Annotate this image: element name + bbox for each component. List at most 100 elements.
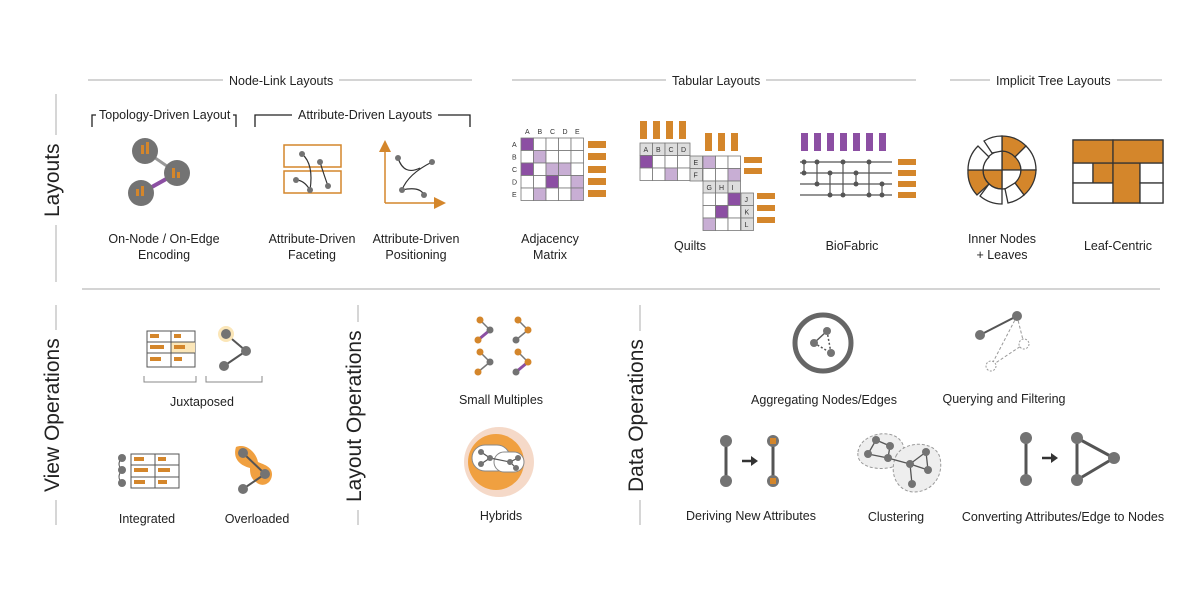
label-line: Encoding [137,248,191,262]
quilt-cell [639,167,653,181]
label-integrated: Integrated [118,512,176,526]
label-line: + Leaves [976,248,1028,262]
matrix-cell [545,150,559,164]
on-node-icon [128,138,190,206]
sm-node [476,348,484,356]
label-line: Adjacency [521,232,579,246]
header-implicit-tree-layouts: Implicit Tree Layouts [990,74,1117,88]
section-layout-operations: Layout Operations [343,322,367,510]
matrix-col-label: E [575,129,580,136]
matrix-cell [533,162,547,176]
hybrids-icon [464,427,534,497]
quilt-cell [727,192,741,206]
small-multiple-graph [474,316,494,344]
querying-icon [975,311,1030,372]
matrix-cell [520,187,534,201]
matrix-cell [533,187,547,201]
aggregating-icon [792,312,854,374]
quilt-letter: J [745,197,749,204]
quilt-cell [702,205,716,219]
quilt-letter: L [745,222,749,229]
juxtaposed-icon [143,326,263,383]
matrix-row-label: A [512,142,517,149]
matrix-cell [520,162,534,176]
label-attribute-positioning: Attribute-Driven Positioning [356,231,476,263]
matrix-row-label: D [512,180,517,187]
quilt-letter: K [745,210,750,217]
adjacency-matrix-icon [520,137,606,201]
integrated-icon [118,453,180,489]
header-topology-driven: Topology-Driven Layout [96,108,234,122]
matrix-cell [570,137,584,151]
quilt-cell [715,217,729,231]
converting-icon [1020,432,1120,486]
quilt-cell [652,167,666,181]
quilt-cell [677,155,691,169]
sm-node [524,358,532,366]
matrix-cell [570,162,584,176]
matrix-col-label: B [538,129,543,136]
quilt-header-cell [740,217,754,231]
quilt-cell [677,167,691,181]
matrix-cell [545,187,559,201]
matrix-cell [533,175,547,189]
quilt-cell [702,168,716,182]
matrix-row-label: C [512,167,517,174]
quilt-header-cell [689,168,703,182]
quilt-letter: C [669,147,674,154]
label-line: Attribute-Driven [268,232,356,246]
sm-node [512,336,520,344]
label-converting: Converting Attributes/Edge to Nodes [961,510,1165,524]
quilt-cell [702,217,716,231]
quilt-letter: D [681,147,686,154]
matrix-row-label: E [512,192,517,199]
deriving-icon [720,435,779,487]
sm-node [486,358,494,366]
quilt-letter: I [732,185,734,192]
sm-node [514,348,522,356]
quilt-cell [715,205,729,219]
matrix-col-label: A [525,129,530,136]
sm-node [476,316,484,324]
matrix-col-label: C [550,129,555,136]
label-clustering: Clustering [867,510,925,524]
label-line: Faceting [288,248,336,262]
biofabric-icon [800,133,916,198]
quilt-letter: G [707,185,712,192]
label-hybrids: Hybrids [479,509,523,523]
label-inner-nodes-leaves: Inner Nodes + Leaves [962,231,1042,263]
quilt-cell [727,168,741,182]
treemap-icon [1072,139,1164,204]
matrix-cell [520,137,534,151]
label-querying: Querying and Filtering [942,392,1066,406]
quilt-cell [727,155,741,169]
label-overloaded: Overloaded [224,512,290,526]
label-biofabric: BioFabric [825,239,879,253]
header-tabular-layouts: Tabular Layouts [666,74,767,88]
quilt-cell [715,168,729,182]
label-leaf-centric: Leaf-Centric [1083,239,1153,253]
matrix-cell [520,175,534,189]
overloaded-icon [235,446,272,494]
quilt-letter: E [694,160,699,167]
quilt-cell [664,167,678,181]
small-multiple-graph [512,316,532,344]
quilt-cell [652,155,666,169]
header-attribute-driven: Attribute-Driven Layouts [292,108,439,122]
label-juxtaposed: Juxtaposed [170,395,234,409]
label-adjacency-matrix: Adjacency Matrix [510,231,590,263]
matrix-cell [558,187,572,201]
section-layouts: Layouts [41,135,65,225]
quilt-letter: A [644,147,649,154]
quilt-letter: F [694,173,698,180]
matrix-cell [558,162,572,176]
quilt-cell [727,205,741,219]
label-line: Inner Nodes [967,232,1037,246]
matrix-cell [533,137,547,151]
sunburst-icon [967,135,1037,205]
sm-node [474,336,482,344]
clustering-icon [857,433,942,493]
quilts-icon [639,121,775,231]
quilt-letter: B [656,147,661,154]
label-attribute-faceting: Attribute-Driven Faceting [252,231,372,263]
